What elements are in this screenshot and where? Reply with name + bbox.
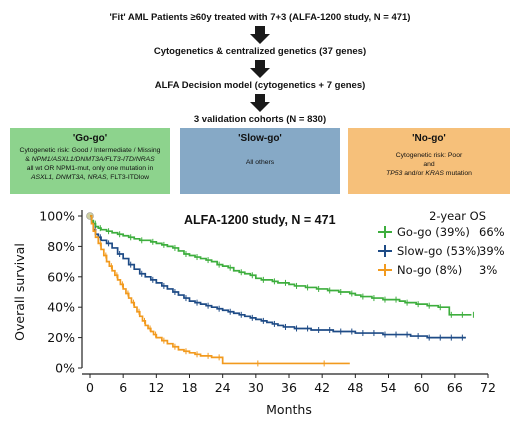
slow-go-title: 'Slow-go' <box>238 133 282 144</box>
go-go-box: 'Go-go' Cytogenetic risk: Good / Interme… <box>10 128 170 194</box>
no-go-box: 'No-go' Cytogenetic risk: Poor and TP53 … <box>348 128 510 194</box>
legend-os-value: 66% <box>479 225 505 239</box>
flow-step-validation: 3 validation cohorts (N = 830) <box>193 114 327 125</box>
y-tick-label: 80% <box>47 239 75 254</box>
x-tick-label: 42 <box>314 380 330 395</box>
survival-curve-0 <box>90 215 472 316</box>
y-tick-label: 20% <box>47 330 75 345</box>
flow-step-patients: 'Fit' AML Patients ≥60y treated with 7+3… <box>109 12 411 23</box>
legend-label: Go-go (39%) <box>397 225 470 239</box>
x-tick-label: 36 <box>281 380 297 395</box>
x-tick-label: 54 <box>381 380 397 395</box>
x-tick-label: 6 <box>119 380 127 395</box>
x-tick-label: 60 <box>414 380 430 395</box>
go-go-description: Cytogenetic risk: Good / Intermediate / … <box>19 147 161 181</box>
chart-title: ALFA-1200 study, N = 471 <box>184 213 336 227</box>
y-tick-label: 100% <box>39 209 75 224</box>
y-axis-label: Overall survival <box>12 243 27 341</box>
go-go-title: 'Go-go' <box>72 133 108 144</box>
legend-header: 2-year OS <box>429 209 486 223</box>
legend-os-value: 39% <box>479 244 505 258</box>
km-survival-chart: 0% 20% 40% 60% 80% 100% 0 6 12 18 24 30 36 42 48 54 60 66… <box>12 209 505 418</box>
x-tick-label: 18 <box>182 380 198 395</box>
no-go-description: Cytogenetic risk: Poor and TP53 and/or K… <box>386 152 472 177</box>
down-arrow-icon <box>250 60 270 78</box>
x-tick-label: 72 <box>480 380 496 395</box>
x-tick-label: 48 <box>347 380 363 395</box>
flow-step-genetics: Cytogenetics & centralized genetics (37 … <box>153 46 367 57</box>
x-tick-label: 30 <box>248 380 264 395</box>
slow-go-description: All others <box>245 159 275 166</box>
legend-label: No-go (8%) <box>397 263 462 277</box>
y-tick-label: 60% <box>47 269 75 284</box>
x-axis-label: Months <box>266 402 312 417</box>
y-tick-label: 40% <box>47 300 75 315</box>
no-go-title: 'No-go' <box>412 133 446 144</box>
x-tick-label: 0 <box>86 380 94 395</box>
down-arrow-icon <box>250 94 270 112</box>
y-tick-label: 0% <box>55 361 75 376</box>
survival-curve-1 <box>90 215 466 339</box>
slow-go-box: 'Slow-go' All others <box>180 128 340 194</box>
x-tick-label: 66 <box>447 380 463 395</box>
legend-os-value: 3% <box>479 263 497 277</box>
x-tick-label: 24 <box>215 380 231 395</box>
x-tick-label: 12 <box>148 380 164 395</box>
legend-label: Slow-go (53%) <box>397 244 481 258</box>
down-arrow-icon <box>250 26 270 44</box>
flow-step-decision-model: ALFA Decision model (cytogenetics + 7 ge… <box>154 80 366 91</box>
